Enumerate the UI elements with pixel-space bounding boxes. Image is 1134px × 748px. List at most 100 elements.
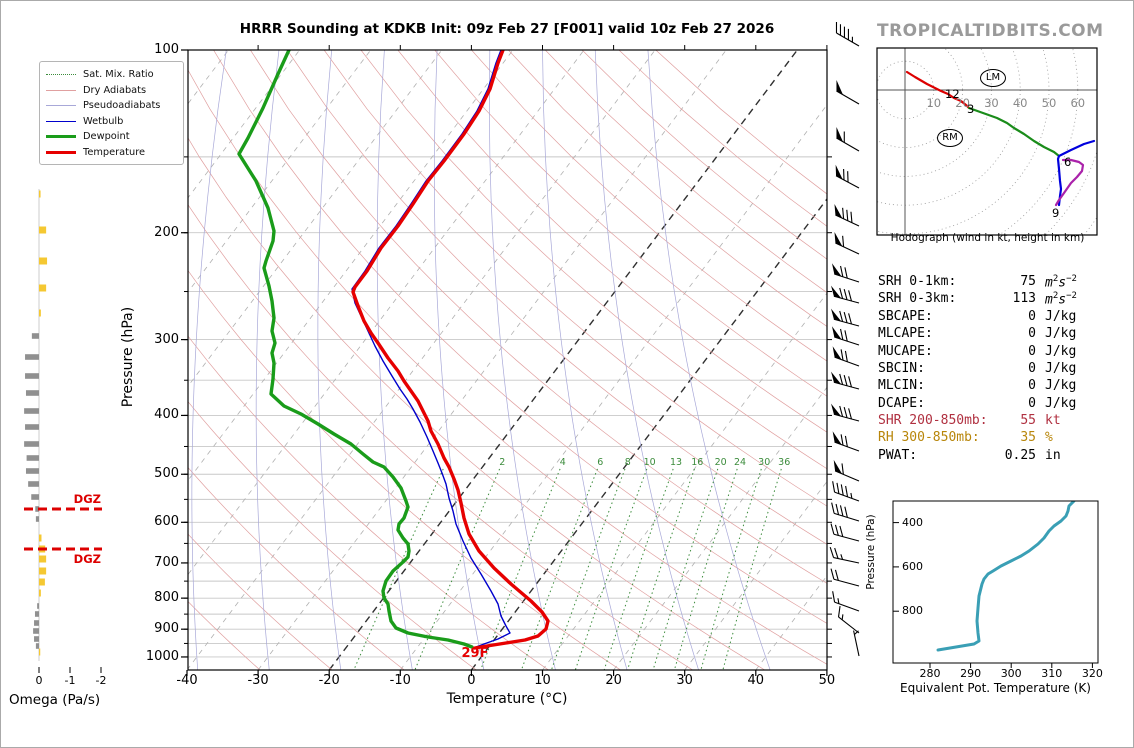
pressure-tick-label: 300 (154, 331, 179, 347)
hodograph-ring-label: 60 (1070, 96, 1086, 110)
thetae-xtick-label: 310 (1041, 667, 1063, 680)
stat-row: RH 300-850mb: 35% (873, 430, 1101, 448)
omega-tick-label: 0 (35, 674, 43, 687)
legend-item: Wetbulb (46, 114, 179, 130)
stat-text: J/kg (1045, 344, 1077, 359)
legend-label: Dewpoint (83, 131, 130, 143)
legend: Sat. Mix. Ratio Dry Adiabats Pseudoadiabat… (39, 61, 184, 165)
stat-text: MLCIN: (878, 378, 925, 393)
temperature-tick-label: 10 (534, 673, 551, 688)
stat-text: 0.25 (1004, 448, 1036, 463)
temperature-tick-label: 50 (818, 673, 836, 688)
stat-text: SBCIN: (878, 361, 925, 376)
thetae-ytick-label: 600 (902, 559, 923, 573)
omega-tick-label: -1 (64, 674, 76, 687)
mixing-ratio-label: 6 (597, 457, 604, 468)
pressure-tick-label: 400 (154, 407, 179, 423)
surface-temp-annotation: 29F (461, 646, 489, 661)
mixing-ratio-label: 4 (559, 457, 566, 468)
legend-item: Dry Adiabats (46, 83, 179, 99)
legend-label: Sat. Mix. Ratio (83, 69, 154, 81)
dgz-label-lower: DGZ (73, 552, 101, 566)
thetae-axis-label: Equivalent Pot. Temperature (K) (900, 681, 1091, 695)
stat-text: J/kg (1045, 326, 1077, 341)
pressure-tick-label: 900 (154, 621, 179, 637)
stat-text: m2s−2 (1045, 274, 1077, 291)
legend-label: Dry Adiabats (83, 84, 147, 96)
stat-row: PWAT: 0.25 in (873, 448, 1101, 466)
hodograph-height-label: 6 (1064, 155, 1072, 169)
thetae-pressure-label: Pressure (hPa) (865, 514, 877, 590)
stat-text: in (1045, 448, 1061, 463)
stat-row: DCAPE: 0 J/kg (873, 396, 1101, 414)
mixing-ratio-label: 16 (691, 457, 704, 468)
hodograph-ring-label: 20 (955, 96, 970, 110)
pressure-tick-label: 600 (154, 514, 179, 530)
hodograph-ring-label: 40 (1012, 96, 1028, 110)
legend-swatch (46, 120, 76, 122)
hodograph-rm-marker: RM (937, 129, 963, 147)
stat-text: 113 (1012, 291, 1036, 306)
temperature-tick-label: -30 (247, 673, 269, 688)
stat-row: SRH 0-3km: 113 m2s−2 (873, 291, 1101, 309)
stat-row: SHR 200-850mb: 55 kt (873, 413, 1101, 431)
mixing-ratio-label: 2 (499, 457, 506, 468)
legend-label: Pseudoadiabats (83, 100, 161, 112)
stat-text: RH 300-850mb: (878, 430, 980, 445)
thetae-xtick-label: 300 (1000, 667, 1022, 680)
stat-row: SRH 0-1km: 75 m2s−2 (873, 274, 1101, 292)
temperature-tick-label: -40 (176, 673, 198, 688)
stat-text: PWAT: (878, 448, 918, 463)
legend-swatch (46, 135, 76, 139)
stat-text: 0 (1028, 361, 1036, 376)
pressure-tick-label: 200 (154, 224, 179, 240)
mixing-ratio-label: 30 (758, 457, 771, 468)
omega-axis-label: Omega (Pa/s) (9, 692, 101, 708)
stat-text: % (1045, 430, 1053, 445)
hodograph-height-label: 3 (967, 102, 975, 116)
stat-text: SBCAPE: (878, 309, 933, 324)
mixing-ratio-label: 36 (778, 457, 791, 468)
mixing-ratio-label: 20 (714, 457, 727, 468)
thetae-xtick-label: 320 (1081, 667, 1103, 680)
pressure-tick-label: 500 (154, 466, 179, 482)
temperature-tick-label: 40 (747, 673, 765, 688)
stat-text: J/kg (1045, 361, 1077, 376)
legend-swatch (46, 74, 76, 76)
legend-label: Temperature (83, 146, 146, 158)
pressure-tick-label: 700 (154, 554, 179, 570)
hodograph-height-label: 9 (1052, 206, 1060, 220)
pressure-tick-label: 1000 (145, 648, 179, 664)
mixing-ratio-label: 8 (624, 457, 631, 468)
legend-swatch (46, 105, 76, 107)
page-title: HRRR Sounding at KDKB Init: 09z Feb 27 [… (239, 21, 775, 37)
stat-text: kt (1045, 413, 1061, 428)
stat-text: 0 (1028, 396, 1036, 411)
thetae-ytick-label: 800 (902, 604, 923, 618)
hodograph-height-label: 12 (945, 87, 960, 101)
temperature-tick-label: 20 (605, 673, 622, 688)
stat-row: MUCAPE: 0 J/kg (873, 344, 1101, 362)
legend-item: Pseudoadiabats (46, 98, 179, 114)
stat-text: SHR 200-850mb: (878, 413, 988, 428)
stat-text: J/kg (1045, 378, 1077, 393)
hodograph-caption: Hodograph (wind in kt, height in km) (890, 232, 1085, 244)
stat-text: J/kg (1045, 396, 1077, 411)
mixing-ratio-label: 13 (669, 457, 683, 468)
stat-text: SRH 0-3km: (878, 291, 957, 306)
stat-text: 55 (1020, 413, 1036, 428)
stat-text: J/kg (1045, 309, 1077, 324)
omega-tick-label: -2 (95, 674, 107, 687)
legend-swatch (46, 89, 76, 91)
temperature-tick-label: -20 (318, 673, 340, 688)
thetae-xtick-label: 290 (960, 667, 982, 680)
mixing-ratio-label: 24 (734, 457, 747, 468)
dgz-label-upper: DGZ (73, 492, 101, 506)
hodograph-ring-label: 50 (1041, 96, 1057, 110)
temperature-axis-label: Temperature (°C) (446, 691, 568, 707)
legend-item: Temperature (46, 145, 179, 161)
pressure-axis-label: Pressure (hPa) (120, 306, 136, 408)
stat-text: MUCAPE: (878, 344, 933, 359)
stat-text: DCAPE: (878, 396, 925, 411)
thetae-xtick-label: 280 (919, 667, 941, 680)
